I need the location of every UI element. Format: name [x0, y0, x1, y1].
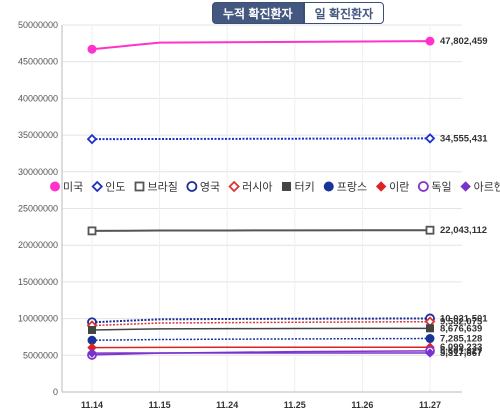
- legend-marker: [282, 181, 291, 191]
- legend-label: 브라질: [148, 180, 178, 193]
- series-start-marker-1: [86, 133, 98, 145]
- series-line-3: [91, 317, 431, 324]
- tab-cumulative-cases[interactable]: 누적 확진환자: [212, 2, 304, 24]
- legend-marker: [186, 181, 198, 192]
- legend-marker: [228, 180, 240, 193]
- legend-label: 아르헨티나: [474, 180, 500, 193]
- series-end-marker-5: [426, 324, 434, 333]
- series-start-marker-9: [87, 348, 97, 358]
- series-line-0: [91, 40, 431, 51]
- y-tick-label: 20000000: [18, 240, 58, 250]
- gridlines: [62, 24, 462, 393]
- legend-label: 독일: [431, 179, 451, 193]
- legend-label: 러시아: [242, 180, 272, 193]
- legend-label: 영국: [200, 180, 220, 193]
- axes: 0 5000000 10000000 15000000 20000000 25000000…: [18, 20, 462, 410]
- series-lines: [86, 36, 436, 360]
- legend-marker: [375, 181, 387, 192]
- legend-marker: [134, 181, 145, 192]
- end-value-label: 6,099,233: [440, 342, 482, 353]
- series-end-marker-9: [425, 348, 435, 358]
- y-tick-label: 15000000: [18, 277, 58, 287]
- tab-daily-cases[interactable]: 일 확진환자: [303, 2, 385, 24]
- series-start-marker-5: [88, 325, 96, 334]
- series-start-marker-0: [87, 44, 97, 54]
- y-tick-label: 50000000: [18, 20, 58, 30]
- legend-label: 프랑스: [337, 180, 367, 193]
- legend-label: 터키: [295, 180, 315, 193]
- x-tick-label: 11.26: [351, 400, 373, 410]
- end-value-label: 8,676,639: [440, 323, 482, 334]
- chart-tab-group: 누적 확진환자 일 확진환자: [212, 2, 385, 24]
- end-value-label: 34,555,431: [440, 133, 488, 144]
- series-end-marker-0: [425, 36, 435, 46]
- series-line-2: [91, 229, 431, 232]
- series-line-4: [91, 320, 431, 327]
- y-tick-label: 10000000: [18, 314, 58, 324]
- y-tick-label: 0: [53, 387, 58, 397]
- legend: 미국 인도 브라질 영국 러시아 터키 프랑스 이란 독일 아르헨티나: [50, 179, 500, 193]
- y-tick-label: 40000000: [18, 93, 58, 103]
- x-tick-label: 11.25: [284, 400, 306, 410]
- y-tick-label: 35000000: [18, 130, 58, 140]
- series-end-marker-1: [424, 133, 436, 144]
- legend-marker: [323, 181, 334, 192]
- data-labels: 47,802,459 34,555,431 22,043,112 10,021,501…: [440, 36, 488, 359]
- y-tick-label: 25000000: [18, 204, 58, 214]
- series-start-marker-2: [87, 226, 97, 236]
- end-value-label: 5,601,827: [440, 346, 482, 357]
- legend-label: 이란: [389, 180, 409, 193]
- legend-marker: [50, 181, 60, 192]
- x-tick-label: 11.14: [81, 400, 103, 410]
- end-value-label: 22,043,112: [440, 225, 487, 236]
- end-value-label: 10,021,501: [440, 313, 488, 324]
- legend-marker: [460, 181, 471, 192]
- end-value-label: 9,582,075: [440, 317, 483, 328]
- x-tick-label: 11.15: [149, 400, 171, 410]
- legend-label: 미국: [63, 180, 83, 193]
- series-line-1: [91, 137, 431, 141]
- legend-marker: [91, 180, 104, 193]
- series-line-6: [91, 337, 431, 342]
- legend-label: 인도: [105, 180, 125, 193]
- end-value-label: 5,317,867: [440, 348, 482, 359]
- x-tick-label: 11.24: [216, 400, 238, 410]
- y-tick-label: 30000000: [18, 167, 58, 177]
- series-end-marker-2: [425, 225, 435, 235]
- y-tick-label: 45000000: [18, 57, 58, 67]
- legend-marker: [417, 181, 429, 192]
- end-value-label: 7,285,128: [440, 334, 482, 345]
- end-value-label: 47,802,459: [440, 36, 488, 47]
- y-tick-label: 5000000: [23, 350, 58, 360]
- series-line-5: [91, 327, 431, 331]
- x-tick-label: 11.27: [419, 400, 441, 410]
- series-end-marker-6: [425, 334, 435, 344]
